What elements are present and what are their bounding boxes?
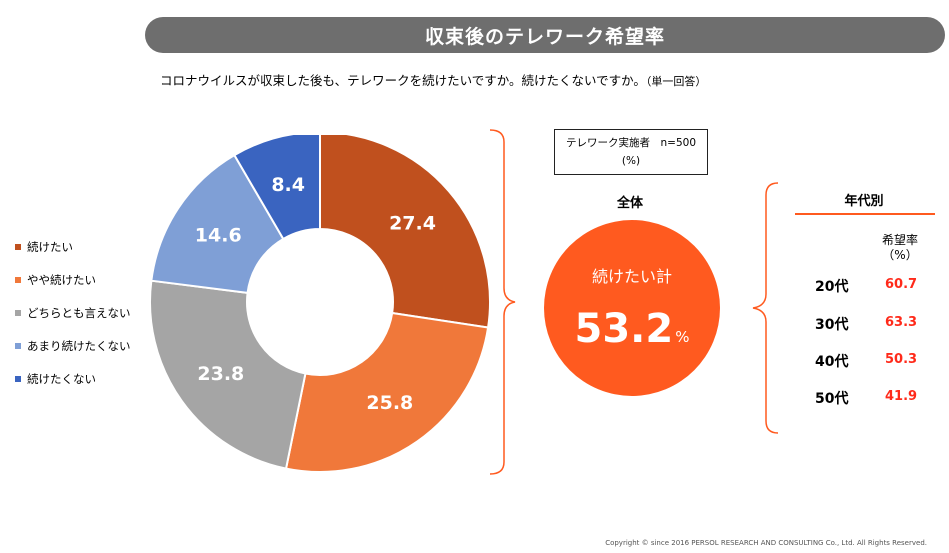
age-row-50s: 50代 41.9 [815, 388, 935, 408]
overall-summary-label: 続けたい計 [591, 267, 672, 286]
age-row-30s: 30代 63.3 [815, 314, 935, 334]
age-row-20s: 20代 60.7 [815, 276, 935, 296]
legend-swatch [15, 376, 21, 382]
legend-swatch [15, 244, 21, 250]
age-value: 50.3 [885, 352, 918, 367]
legend-item: あまり続けたくない [15, 339, 131, 353]
sample-unit-text: (%) [621, 155, 641, 167]
slice-value-label: 27.4 [389, 212, 436, 234]
legend-label: どちらとも言えない [27, 306, 131, 320]
age-breakdown-heading: 年代別 [844, 194, 884, 209]
legend-swatch [15, 343, 21, 349]
chart-legend: 続けたいやや続けたいどちらとも言えない あまり続けたくない 続けたくない [15, 240, 131, 405]
donut-slice [284, 311, 490, 473]
left-bracket [489, 129, 516, 475]
overall-summary-value: 53.2% [544, 306, 720, 352]
age-label: 30代 [815, 317, 849, 333]
question-text: コロナウイルスが収束した後も、テレワークを続けたいですか。続けたくないですか。（… [160, 70, 706, 89]
age-label: 20代 [815, 279, 849, 295]
page-title: 収束後のテレワーク希望率 [145, 17, 945, 53]
donut-chart: 27.4 25.8 23.8 14.6 8.4 [150, 135, 490, 473]
donut-slice [319, 135, 490, 329]
donut-slice [150, 279, 307, 470]
legend-swatch [15, 310, 21, 316]
age-column-unit: （%） [882, 248, 918, 262]
age-value: 60.7 [885, 277, 918, 292]
legend-swatch [15, 277, 21, 283]
legend-item: 続けたくない [15, 372, 131, 386]
age-column-header: 希望率 （%） [860, 233, 940, 263]
legend-item: 続けたい [15, 240, 131, 254]
legend-label: あまり続けたくない [27, 339, 131, 353]
overall-value-unit: % [675, 328, 690, 346]
overall-summary-circle: 続けたい計 53.2% [544, 220, 720, 396]
sample-size-text: テレワーク実施者 n=500 [566, 137, 696, 149]
slice-value-label: 25.8 [366, 392, 413, 414]
donut-slice [233, 135, 321, 241]
slice-value-label: 23.8 [197, 363, 244, 385]
age-value: 63.3 [885, 315, 918, 330]
overall-heading: 全体 [616, 196, 643, 211]
copyright-text: Copyright © since 2016 PERSOL RESEARCH A… [605, 539, 927, 547]
legend-label: 続けたくない [27, 372, 96, 386]
legend-item: どちらとも言えない [15, 306, 131, 320]
legend-label: 続けたい [27, 240, 73, 254]
slice-value-label: 14.6 [195, 225, 242, 247]
question-main: コロナウイルスが収束した後も、テレワークを続けたいですか。続けたくないですか。 [160, 73, 646, 88]
age-label: 50代 [815, 391, 849, 407]
age-heading-underline [795, 213, 935, 215]
sample-size-box: テレワーク実施者 n=500 (%) [554, 129, 708, 175]
legend-item: やや続けたい [15, 273, 131, 287]
age-row-40s: 40代 50.3 [815, 351, 935, 371]
legend-label: やや続けたい [27, 273, 96, 287]
age-column-title: 希望率 [881, 233, 918, 247]
slice-value-label: 8.4 [271, 174, 305, 196]
right-bracket [752, 182, 779, 434]
overall-value-number: 53.2 [574, 306, 674, 352]
age-value: 41.9 [885, 389, 918, 404]
question-note: （単一回答） [645, 75, 707, 88]
donut-slice [150, 153, 285, 294]
age-label: 40代 [815, 354, 849, 370]
